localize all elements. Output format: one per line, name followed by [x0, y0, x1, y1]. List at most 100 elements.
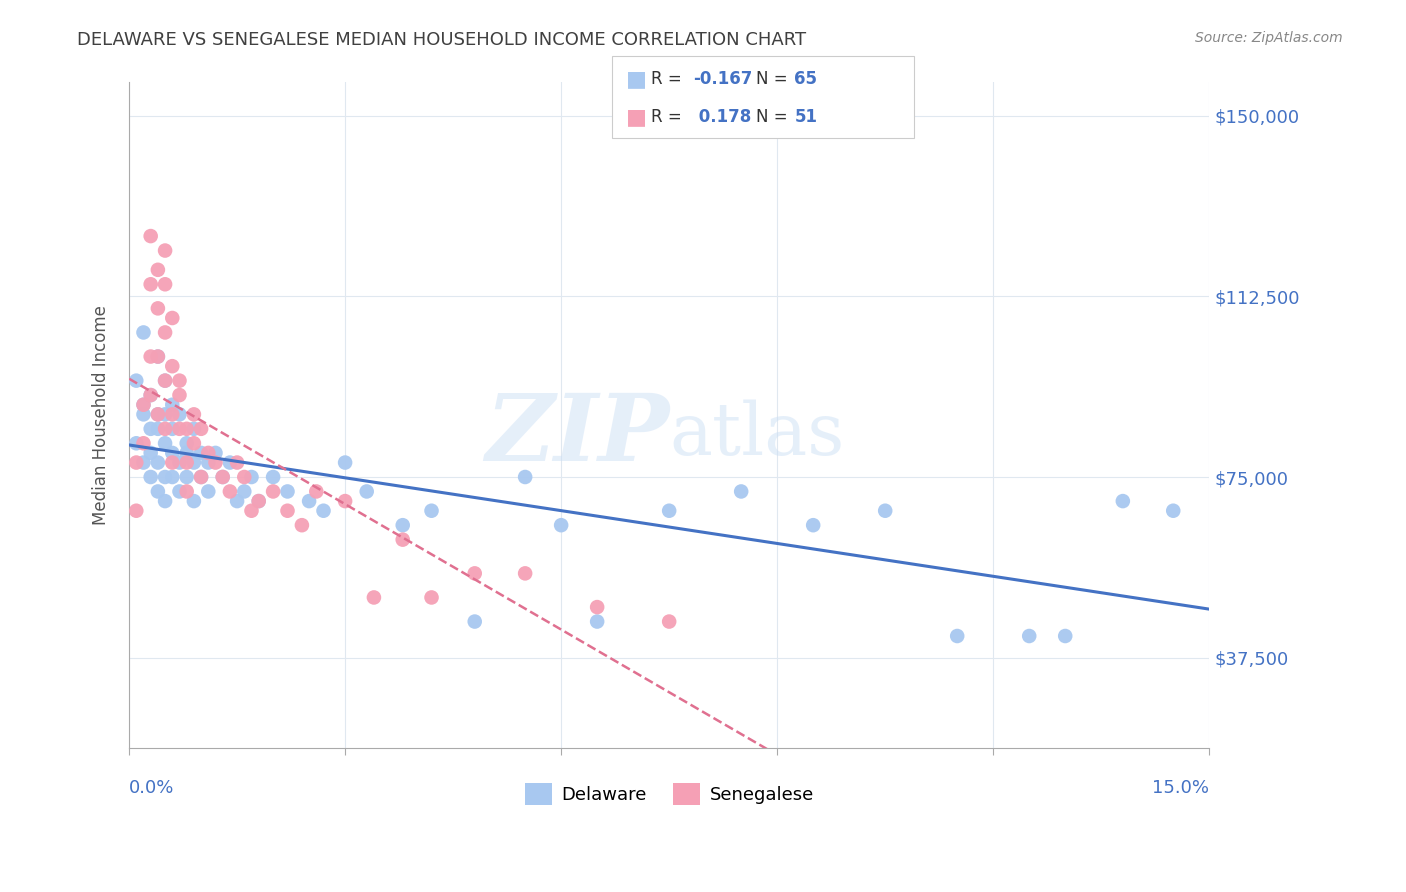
Point — [162, 359, 184, 374]
Point — [276, 484, 298, 499]
Point — [298, 494, 321, 508]
Point — [464, 566, 486, 581]
Point — [197, 446, 219, 460]
Point — [550, 518, 572, 533]
Point — [153, 244, 176, 258]
Point — [333, 494, 356, 508]
Point — [875, 504, 897, 518]
Text: N =: N = — [756, 108, 793, 126]
Point — [162, 456, 184, 470]
Point — [276, 504, 298, 518]
Point — [190, 470, 212, 484]
Point — [169, 388, 191, 402]
Text: R =: R = — [651, 108, 688, 126]
Point — [183, 436, 205, 450]
Point — [146, 262, 169, 277]
Point — [363, 591, 385, 605]
Point — [176, 436, 198, 450]
Point — [197, 456, 219, 470]
Point — [146, 456, 169, 470]
Point — [139, 350, 162, 364]
Point — [291, 518, 314, 533]
Text: R =: R = — [651, 70, 688, 88]
Point — [190, 470, 212, 484]
Point — [219, 456, 242, 470]
Text: 65: 65 — [794, 70, 817, 88]
Text: 0.178: 0.178 — [693, 108, 751, 126]
Text: 51: 51 — [794, 108, 817, 126]
Point — [204, 446, 226, 460]
Point — [183, 422, 205, 436]
Point — [162, 422, 184, 436]
Point — [125, 374, 148, 388]
Point — [139, 277, 162, 292]
Point — [247, 494, 270, 508]
Point — [247, 494, 270, 508]
Point — [262, 470, 284, 484]
Text: atlas: atlas — [669, 400, 845, 470]
Point — [356, 484, 378, 499]
Point — [240, 504, 263, 518]
Point — [464, 615, 486, 629]
Point — [226, 456, 249, 470]
Point — [586, 600, 609, 615]
Point — [240, 470, 263, 484]
Point — [146, 408, 169, 422]
Point — [146, 350, 169, 364]
Point — [153, 277, 176, 292]
Point — [515, 566, 537, 581]
Point — [190, 422, 212, 436]
Point — [176, 484, 198, 499]
Point — [146, 301, 169, 316]
Point — [153, 494, 176, 508]
Point — [233, 484, 256, 499]
Point — [132, 436, 155, 450]
Point — [190, 446, 212, 460]
Text: Source: ZipAtlas.com: Source: ZipAtlas.com — [1195, 31, 1343, 45]
Point — [801, 518, 824, 533]
Point — [125, 436, 148, 450]
Point — [153, 422, 176, 436]
Point — [169, 484, 191, 499]
Point — [146, 408, 169, 422]
Y-axis label: Median Household Income: Median Household Income — [93, 305, 110, 524]
Point — [305, 484, 328, 499]
Point — [162, 470, 184, 484]
Point — [125, 456, 148, 470]
Point — [226, 494, 249, 508]
Point — [132, 456, 155, 470]
Text: 15.0%: 15.0% — [1153, 779, 1209, 797]
Point — [1161, 504, 1184, 518]
Point — [204, 456, 226, 470]
Point — [176, 422, 198, 436]
Point — [162, 446, 184, 460]
Point — [132, 398, 155, 412]
Point — [125, 504, 148, 518]
Point — [176, 456, 198, 470]
Point — [183, 494, 205, 508]
Text: ZIP: ZIP — [485, 390, 669, 480]
Point — [211, 470, 233, 484]
Text: DELAWARE VS SENEGALESE MEDIAN HOUSEHOLD INCOME CORRELATION CHART: DELAWARE VS SENEGALESE MEDIAN HOUSEHOLD … — [77, 31, 807, 49]
Point — [420, 504, 443, 518]
Point — [333, 456, 356, 470]
Point — [658, 615, 681, 629]
Point — [139, 470, 162, 484]
Point — [420, 591, 443, 605]
Text: ■: ■ — [626, 70, 647, 89]
Point — [132, 326, 155, 340]
Text: N =: N = — [756, 70, 793, 88]
Point — [183, 456, 205, 470]
Point — [233, 470, 256, 484]
Point — [515, 470, 537, 484]
Point — [153, 374, 176, 388]
Point — [132, 408, 155, 422]
Point — [139, 388, 162, 402]
Point — [176, 446, 198, 460]
Point — [146, 484, 169, 499]
Point — [211, 470, 233, 484]
Point — [169, 374, 191, 388]
Point — [730, 484, 752, 499]
Text: -0.167: -0.167 — [693, 70, 752, 88]
Point — [153, 374, 176, 388]
